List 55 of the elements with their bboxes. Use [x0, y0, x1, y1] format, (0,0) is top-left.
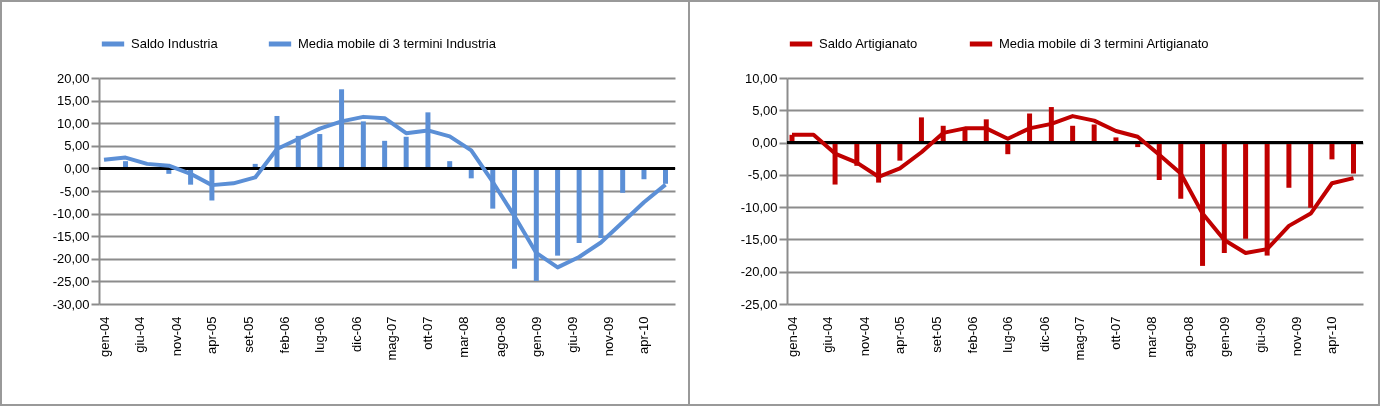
x-tick-label: gen-04 — [784, 316, 800, 357]
y-tick-label: -15,00 — [740, 231, 778, 247]
x-tick-label: gen-04 — [96, 316, 112, 357]
y-tick-label: 10,00 — [744, 70, 778, 86]
y-tick-label: -5,00 — [59, 183, 90, 199]
x-tick-label: apr-05 — [892, 316, 908, 355]
x-tick-label: mar-08 — [456, 316, 472, 358]
x-tick-label: apr-10 — [1324, 316, 1340, 355]
x-tick-label: feb-06 — [276, 316, 292, 354]
x-tick-label: mar-08 — [1144, 316, 1160, 358]
x-tick-label: giu-04 — [132, 316, 148, 353]
x-tick-label: lug-06 — [312, 316, 328, 353]
x-tick-label: ago-08 — [1180, 316, 1196, 357]
y-tick-label: -20,00 — [52, 251, 90, 267]
y-tick-label: -5,00 — [747, 167, 778, 183]
x-tick-label: nov-09 — [1288, 316, 1304, 357]
x-tick-label: ott-07 — [420, 316, 436, 350]
x-tick-label: ott-07 — [1108, 316, 1124, 350]
y-tick-label: 0,00 — [752, 135, 778, 151]
y-tick-label: -10,00 — [740, 199, 778, 215]
x-tick-label: nov-04 — [168, 316, 184, 357]
x-tick-label: giu-09 — [564, 316, 580, 353]
x-tick-label: nov-04 — [856, 316, 872, 357]
x-tick-label: nov-09 — [600, 316, 616, 357]
x-tick-label: mag-07 — [1072, 316, 1088, 361]
x-tick-label: dic-06 — [1036, 316, 1052, 352]
x-tick-label: dic-06 — [348, 316, 364, 352]
legend-label: Media mobile di 3 termini Artigianato — [999, 36, 1209, 51]
x-tick-label: apr-10 — [636, 316, 652, 355]
x-tick-label: gen-09 — [528, 316, 544, 357]
y-tick-label: 20,00 — [56, 70, 90, 86]
x-tick-label: set-05 — [928, 316, 944, 353]
y-tick-label: 5,00 — [64, 138, 90, 154]
y-tick-label: -20,00 — [740, 264, 778, 280]
y-tick-label: -10,00 — [52, 206, 90, 222]
legend-label: Saldo Artigianato — [819, 36, 918, 51]
x-tick-label: giu-04 — [820, 316, 836, 353]
y-tick-label: -25,00 — [52, 273, 90, 289]
x-tick-label: apr-05 — [204, 316, 220, 355]
y-tick-label: 0,00 — [64, 160, 90, 176]
y-tick-label: 5,00 — [752, 102, 778, 118]
x-tick-label: set-05 — [240, 316, 256, 353]
y-tick-label: 10,00 — [56, 115, 90, 131]
y-tick-label: -25,00 — [740, 296, 778, 312]
x-tick-label: feb-06 — [964, 316, 980, 354]
y-tick-label: -15,00 — [52, 228, 90, 244]
y-tick-label: -30,00 — [52, 296, 90, 312]
legend-label: Media mobile di 3 termini Industria — [298, 36, 497, 51]
x-tick-label: ago-08 — [492, 316, 508, 357]
legend-label: Saldo Industria — [131, 36, 219, 51]
x-tick-label: giu-09 — [1252, 316, 1268, 353]
x-tick-label: lug-06 — [1000, 316, 1016, 353]
y-tick-label: 15,00 — [56, 93, 90, 109]
x-tick-label: mag-07 — [384, 316, 400, 361]
x-tick-label: gen-09 — [1216, 316, 1232, 357]
